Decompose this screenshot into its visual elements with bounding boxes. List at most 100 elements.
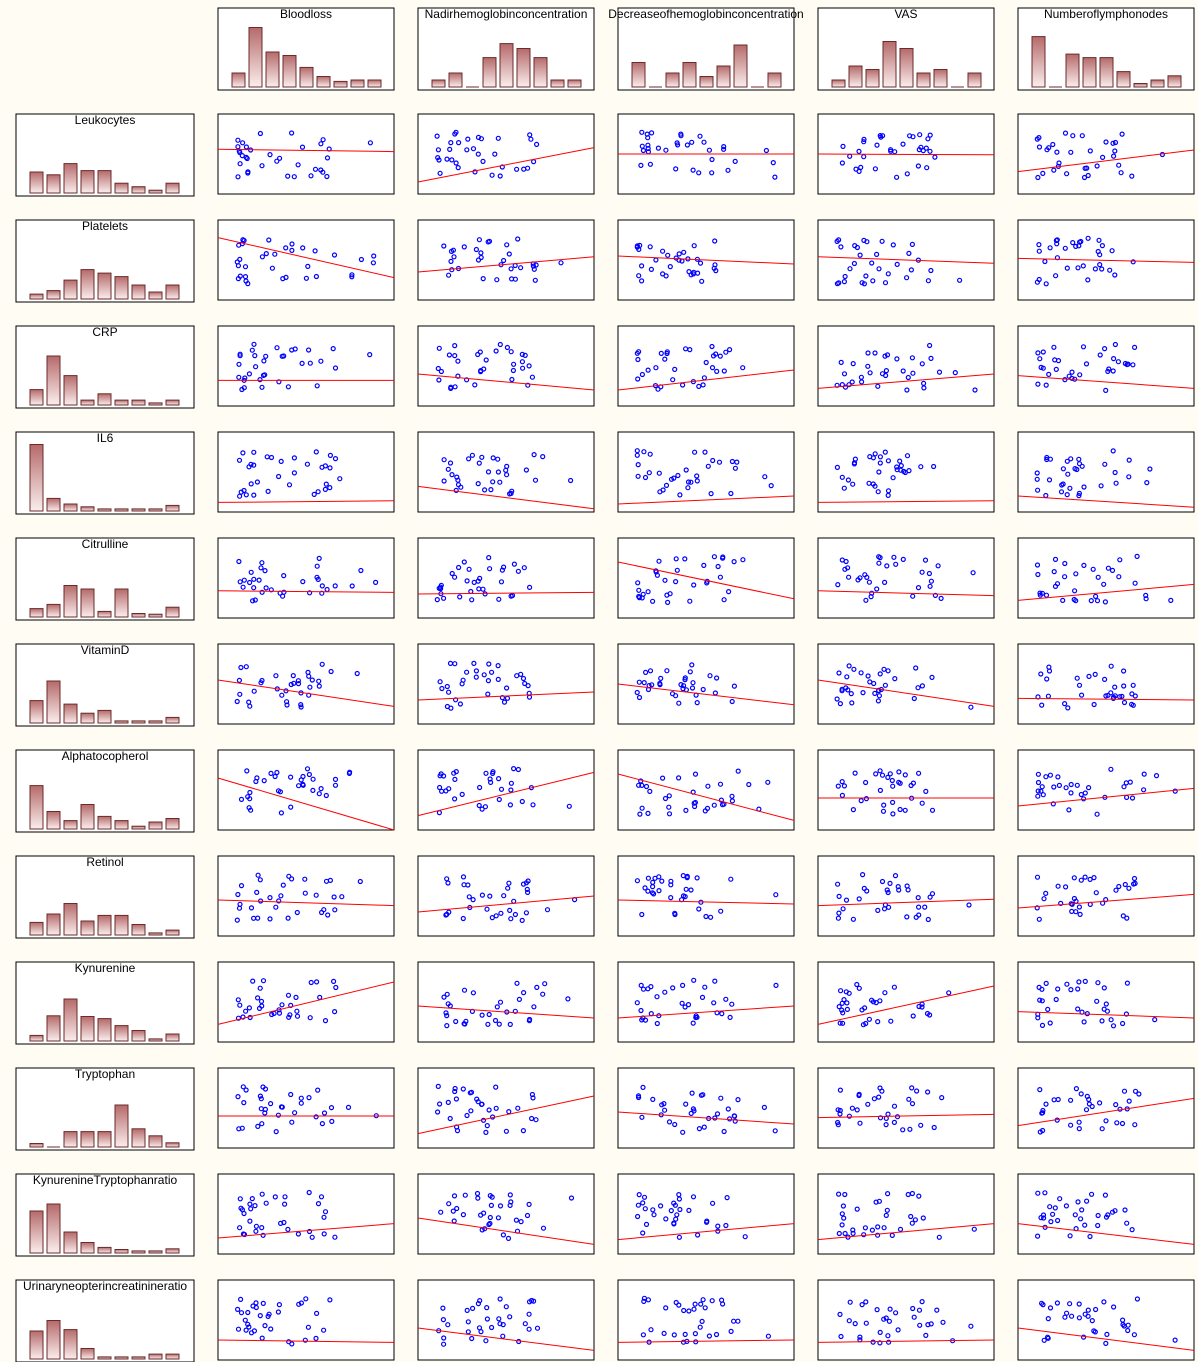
data-point	[288, 804, 294, 810]
row-hist-1-bar-6	[131, 284, 146, 300]
data-point	[707, 914, 714, 920]
data-point	[916, 1307, 923, 1313]
data-point	[252, 597, 258, 603]
data-point	[640, 1332, 647, 1338]
data-point	[276, 473, 282, 480]
data-point	[844, 1006, 851, 1013]
data-point	[349, 583, 355, 589]
data-point	[892, 149, 898, 155]
data-point	[495, 135, 501, 141]
scatter-panel	[217, 961, 395, 1043]
data-point	[268, 1100, 274, 1107]
data-point	[671, 1332, 677, 1338]
row-hist-6-bar-1	[46, 811, 61, 830]
data-point	[850, 916, 857, 922]
data-point	[1087, 1233, 1093, 1240]
data-point	[874, 1306, 880, 1313]
regression-line	[617, 1223, 795, 1241]
data-point	[836, 1003, 842, 1010]
data-point	[441, 773, 447, 779]
data-point	[236, 374, 242, 380]
data-point	[1035, 788, 1041, 794]
data-point	[680, 683, 687, 689]
data-point	[1081, 1019, 1087, 1025]
scatter-panel	[417, 643, 595, 725]
data-point	[924, 1089, 931, 1095]
data-point	[1086, 673, 1092, 680]
data-point	[839, 1020, 846, 1026]
data-point	[884, 1190, 891, 1197]
column-hist-2-bar-5	[716, 65, 731, 88]
regression-line	[817, 500, 995, 503]
regression-line	[617, 561, 795, 600]
data-point	[635, 580, 641, 586]
data-point	[900, 141, 906, 147]
data-point	[1134, 1296, 1141, 1302]
data-point	[489, 1324, 495, 1331]
data-point	[887, 771, 893, 777]
data-point	[865, 363, 871, 369]
column-hist-2-bar-2	[665, 72, 680, 88]
row-hist-4-bar-1	[46, 603, 61, 618]
data-point	[884, 352, 891, 358]
data-point	[678, 133, 684, 139]
data-point	[1056, 782, 1063, 789]
data-point	[286, 1014, 292, 1020]
data-point	[464, 1307, 470, 1314]
data-point	[885, 774, 891, 781]
data-point	[666, 793, 672, 799]
data-point	[876, 693, 883, 699]
column-hist-0-bar-1	[248, 27, 263, 88]
data-point	[863, 1320, 869, 1326]
data-point	[314, 979, 320, 985]
data-point	[674, 142, 681, 148]
data-point	[263, 353, 269, 359]
data-point	[854, 1206, 860, 1212]
data-point	[508, 780, 514, 786]
data-point	[306, 347, 312, 353]
data-point	[501, 257, 507, 264]
regression-line	[417, 1327, 595, 1351]
data-point	[469, 597, 475, 603]
data-point	[275, 1309, 281, 1315]
data-point	[1034, 562, 1041, 568]
data-point	[663, 1305, 669, 1311]
regression-line	[1017, 375, 1195, 389]
data-point	[495, 662, 501, 669]
data-point	[1037, 1086, 1043, 1093]
data-point	[1109, 1209, 1116, 1215]
data-point	[875, 1018, 881, 1025]
data-point	[298, 701, 304, 708]
data-point	[243, 1327, 249, 1333]
data-point	[315, 1087, 321, 1093]
data-point	[319, 909, 325, 916]
data-point	[251, 462, 257, 468]
data-point	[1076, 243, 1082, 249]
data-point	[1037, 997, 1043, 1003]
data-point	[1081, 174, 1088, 181]
data-point	[1067, 1122, 1074, 1128]
data-point	[453, 1096, 459, 1102]
regression-line	[1017, 1223, 1195, 1245]
data-point	[236, 558, 242, 565]
data-point	[1075, 1199, 1081, 1205]
data-point	[1077, 1216, 1084, 1222]
row-hist-4-bar-6	[131, 613, 146, 618]
data-point	[1097, 252, 1103, 258]
data-point	[849, 1105, 856, 1111]
data-point	[493, 1084, 499, 1090]
data-point	[838, 1333, 844, 1340]
data-point	[917, 1322, 923, 1328]
data-point	[946, 990, 952, 996]
data-point	[455, 477, 461, 483]
row-variable-label: Retinol	[86, 855, 123, 869]
data-point	[245, 794, 251, 800]
row-hist-5-bar-0	[29, 700, 44, 724]
scatter-panel	[617, 855, 795, 937]
data-point	[479, 454, 485, 460]
data-point	[506, 1108, 512, 1115]
column-hist-4-bar-7	[1150, 79, 1165, 88]
data-point	[641, 1194, 648, 1200]
data-point	[677, 1206, 683, 1213]
row-hist-10-bar-1	[46, 1203, 61, 1254]
